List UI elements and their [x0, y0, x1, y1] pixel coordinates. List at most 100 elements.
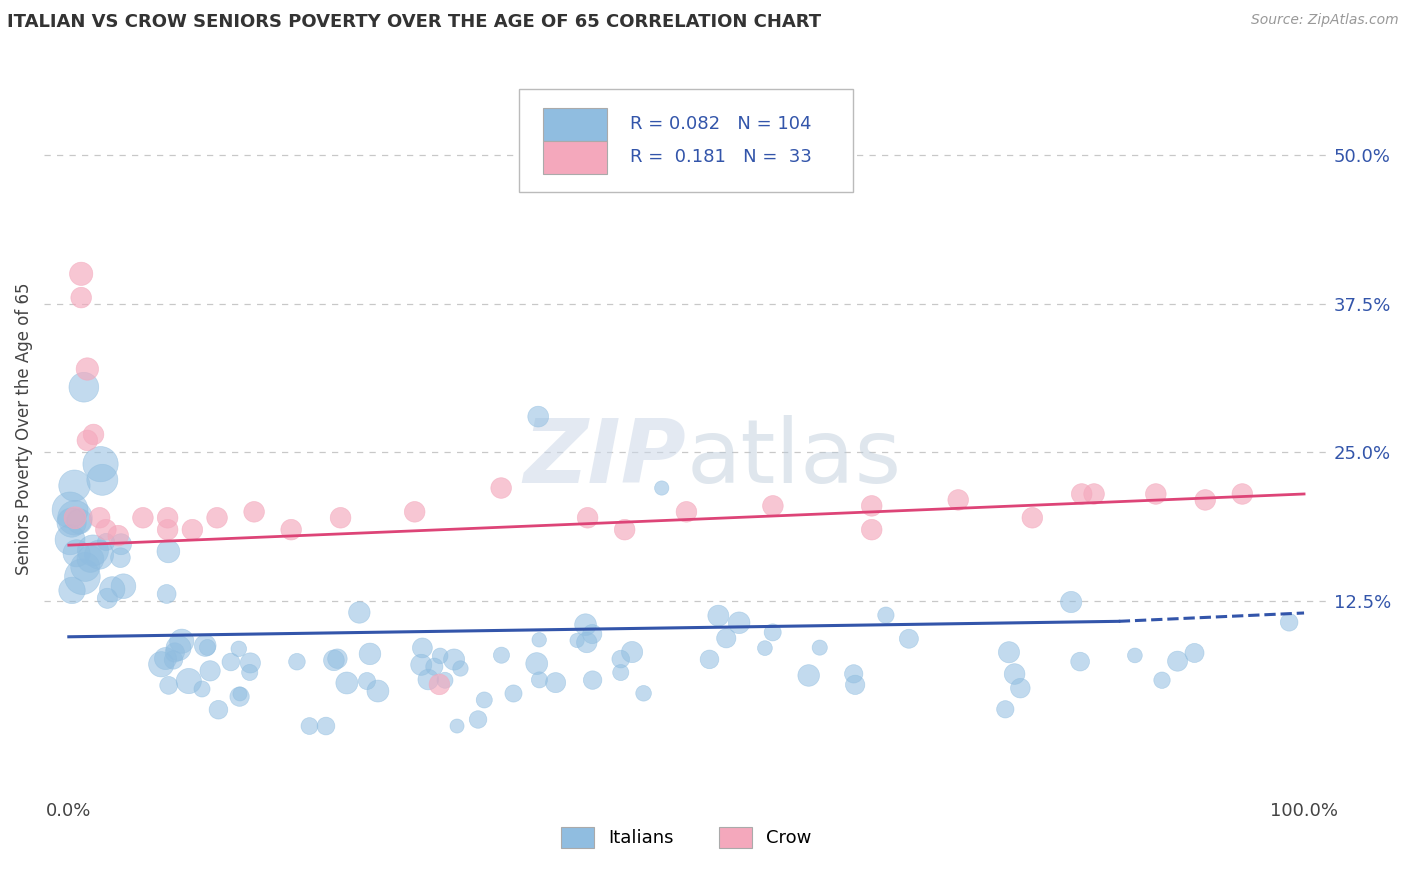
Point [155, 651, 177, 665]
Point [89, 510, 111, 524]
Point [367, 684, 389, 698]
Point [219, 655, 242, 669]
Point [110, 537, 132, 551]
Point [205, 510, 228, 524]
Point [1060, 595, 1083, 609]
Point [491, 648, 513, 663]
Point [581, 673, 603, 687]
Point [1004, 667, 1026, 681]
Point [63, 478, 86, 492]
Point [526, 657, 548, 671]
Point [280, 523, 302, 537]
Point [177, 674, 200, 689]
Point [998, 645, 1021, 659]
Point [157, 544, 180, 558]
Point [472, 693, 495, 707]
Point [411, 640, 433, 655]
Point [948, 492, 970, 507]
Point [198, 664, 221, 678]
Point [60, 516, 83, 530]
Point [315, 719, 337, 733]
Point [163, 645, 186, 659]
Point [349, 606, 371, 620]
Point [994, 702, 1017, 716]
Point [860, 523, 883, 537]
Point [63, 510, 86, 524]
Point [1167, 654, 1189, 668]
Point [1021, 510, 1043, 524]
Point [73, 380, 96, 394]
Point [59, 503, 82, 517]
Point [446, 719, 468, 733]
Point [707, 608, 730, 623]
Point [228, 690, 250, 704]
Point [429, 648, 451, 663]
Point [112, 579, 135, 593]
Text: ZIP: ZIP [523, 415, 686, 501]
Point [762, 499, 785, 513]
Point [132, 510, 155, 524]
Point [1083, 487, 1105, 501]
Point [621, 645, 644, 659]
Point [1144, 487, 1167, 501]
Point [423, 659, 446, 673]
Point [60, 583, 83, 598]
Point [298, 719, 321, 733]
Point [808, 640, 831, 655]
Point [411, 657, 433, 672]
Point [467, 713, 489, 727]
FancyBboxPatch shape [519, 89, 853, 193]
Legend: Italians, Crow: Italians, Crow [554, 820, 818, 855]
Point [63, 510, 86, 524]
Y-axis label: Seniors Poverty Over the Age of 65: Seniors Poverty Over the Age of 65 [15, 282, 32, 574]
Point [83, 427, 105, 442]
Point [94, 523, 117, 537]
Text: R = 0.082   N = 104: R = 0.082 N = 104 [630, 115, 811, 133]
Point [107, 528, 129, 542]
Point [1070, 487, 1092, 501]
Point [191, 681, 214, 696]
Point [239, 665, 262, 680]
Point [82, 543, 104, 558]
Point [76, 362, 98, 376]
Point [239, 656, 262, 670]
Point [157, 678, 180, 692]
Point [101, 582, 124, 597]
Point [207, 703, 229, 717]
Point [1194, 492, 1216, 507]
Point [91, 473, 114, 487]
Point [197, 640, 219, 655]
Point [87, 548, 110, 562]
Point [565, 633, 588, 648]
Point [842, 666, 865, 681]
Point [150, 657, 173, 672]
Point [336, 676, 359, 690]
Point [228, 641, 250, 656]
Point [762, 625, 785, 640]
Point [110, 550, 132, 565]
Point [429, 677, 451, 691]
Point [326, 651, 349, 665]
Point [285, 655, 308, 669]
Point [529, 673, 551, 687]
Point [229, 687, 252, 701]
Point [699, 652, 721, 666]
Point [613, 523, 636, 537]
Point [70, 291, 93, 305]
Text: atlas: atlas [686, 415, 901, 501]
Point [67, 514, 90, 528]
Point [329, 510, 352, 524]
Point [754, 641, 776, 656]
Point [75, 560, 97, 574]
Point [162, 653, 184, 667]
Point [875, 608, 897, 623]
Bar [543, 141, 607, 174]
Point [65, 546, 87, 560]
Point [94, 535, 117, 549]
Point [70, 267, 93, 281]
Text: Source: ZipAtlas.com: Source: ZipAtlas.com [1251, 13, 1399, 28]
Point [544, 675, 567, 690]
Point [728, 615, 751, 630]
Point [489, 481, 512, 495]
Point [844, 678, 866, 692]
